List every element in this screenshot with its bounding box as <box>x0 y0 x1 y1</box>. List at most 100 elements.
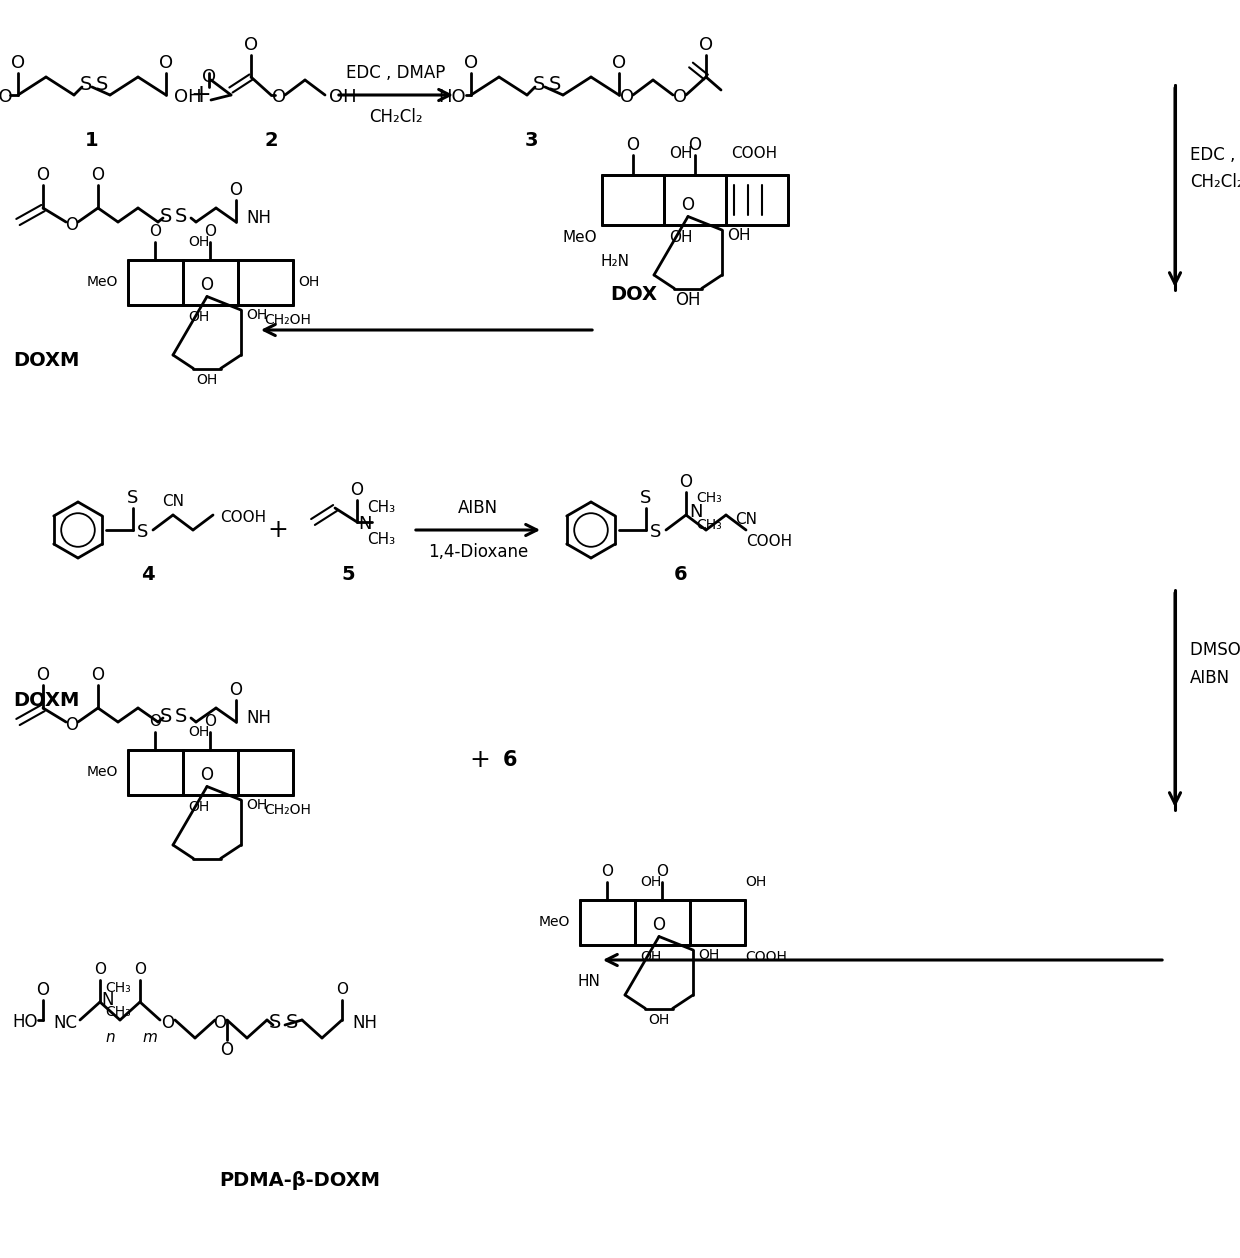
Text: O: O <box>673 88 687 106</box>
Text: OH: OH <box>670 146 692 161</box>
Text: OH: OH <box>174 88 202 106</box>
Text: O: O <box>66 216 78 234</box>
Text: O: O <box>66 716 78 733</box>
Text: CN: CN <box>162 494 184 509</box>
Text: DMSO, 1,4-Dioxane: DMSO, 1,4-Dioxane <box>1190 642 1240 659</box>
Text: H₂N: H₂N <box>600 254 629 269</box>
Text: S: S <box>79 75 92 94</box>
Text: OH: OH <box>329 88 357 106</box>
Text: OH: OH <box>640 876 661 889</box>
Text: CH₃: CH₃ <box>105 981 131 995</box>
Text: O: O <box>229 681 243 699</box>
Text: CH₂Cl₂: CH₂Cl₂ <box>1190 174 1240 191</box>
Text: OH: OH <box>246 798 268 811</box>
Text: OH: OH <box>246 308 268 322</box>
Text: 6: 6 <box>502 750 517 770</box>
Text: O: O <box>464 54 479 72</box>
Text: OH: OH <box>670 229 692 244</box>
Text: O: O <box>620 88 634 106</box>
Text: S: S <box>95 75 108 94</box>
Text: MeO: MeO <box>563 229 596 244</box>
Text: 1,4-Dioxane: 1,4-Dioxane <box>428 543 528 561</box>
Text: DOXM: DOXM <box>12 691 79 710</box>
Text: O: O <box>94 962 105 977</box>
Text: OH: OH <box>649 1013 670 1027</box>
Text: MeO: MeO <box>538 915 570 928</box>
Text: O: O <box>92 665 104 684</box>
Text: O: O <box>229 181 243 199</box>
Text: AIBN: AIBN <box>1190 669 1230 687</box>
Text: O: O <box>36 665 50 684</box>
Text: O: O <box>601 864 613 879</box>
Text: O: O <box>652 916 666 935</box>
Text: O: O <box>611 54 626 72</box>
Text: OH: OH <box>698 949 719 962</box>
Text: O: O <box>680 473 692 491</box>
Text: O: O <box>221 1042 233 1059</box>
Text: OH: OH <box>745 876 766 889</box>
Text: N: N <box>102 991 114 1009</box>
Text: O: O <box>161 1014 175 1032</box>
Text: S: S <box>175 206 187 225</box>
Text: CH₃: CH₃ <box>367 501 396 516</box>
Text: S: S <box>285 1014 298 1033</box>
Text: OH: OH <box>676 291 701 308</box>
Text: COOH: COOH <box>746 535 792 550</box>
Text: O: O <box>92 166 104 184</box>
Text: OH: OH <box>727 228 750 243</box>
Text: HN: HN <box>577 974 600 989</box>
Text: O: O <box>11 54 25 72</box>
Text: 1: 1 <box>86 131 99 150</box>
Text: NH: NH <box>352 1014 377 1032</box>
Text: S: S <box>175 707 187 726</box>
Text: EDC , NHS: EDC , NHS <box>1190 146 1240 164</box>
Text: CN: CN <box>735 512 756 527</box>
Text: S: S <box>650 523 662 541</box>
Text: S: S <box>269 1014 281 1033</box>
Text: EDC , DMAP: EDC , DMAP <box>346 64 445 82</box>
Text: O: O <box>149 224 161 239</box>
Text: 2: 2 <box>264 131 278 150</box>
Text: DOX: DOX <box>610 286 657 304</box>
Text: OH: OH <box>196 372 218 386</box>
Text: CH₃: CH₃ <box>367 532 396 547</box>
Text: O: O <box>626 136 640 153</box>
Text: MeO: MeO <box>87 765 118 779</box>
Text: NH: NH <box>246 710 272 727</box>
Text: CH₃: CH₃ <box>105 1005 131 1019</box>
Text: COOH: COOH <box>219 511 267 526</box>
Text: O: O <box>656 864 668 879</box>
Text: O: O <box>205 715 216 730</box>
Text: O: O <box>149 715 161 730</box>
Text: N: N <box>358 515 372 533</box>
Text: S: S <box>160 206 172 225</box>
Text: n: n <box>105 1030 115 1045</box>
Text: O: O <box>336 982 348 998</box>
Text: O: O <box>351 481 363 499</box>
Text: O: O <box>201 277 213 294</box>
Text: O: O <box>682 196 694 214</box>
Text: COOH: COOH <box>732 146 777 161</box>
Text: m: m <box>143 1030 157 1045</box>
Text: N: N <box>689 503 703 521</box>
Text: CH₂OH: CH₂OH <box>264 803 311 816</box>
Text: 5: 5 <box>341 566 355 585</box>
Text: OH: OH <box>188 725 210 738</box>
Text: S: S <box>160 707 172 726</box>
Text: CH₃: CH₃ <box>696 491 722 504</box>
Text: COOH: COOH <box>745 950 787 964</box>
Text: O: O <box>159 54 174 72</box>
Text: HO: HO <box>439 88 466 106</box>
Text: AIBN: AIBN <box>458 499 498 517</box>
Text: 3: 3 <box>525 131 538 150</box>
Text: +: + <box>470 749 491 772</box>
Text: CH₂Cl₂: CH₂Cl₂ <box>370 108 423 126</box>
Text: O: O <box>202 68 216 86</box>
Text: O: O <box>134 962 146 977</box>
Text: O: O <box>36 981 50 999</box>
Text: HO: HO <box>12 1013 38 1032</box>
Text: OH: OH <box>188 309 210 325</box>
Text: NH: NH <box>246 209 272 226</box>
Text: S: S <box>640 489 652 507</box>
Text: NC: NC <box>53 1014 77 1032</box>
